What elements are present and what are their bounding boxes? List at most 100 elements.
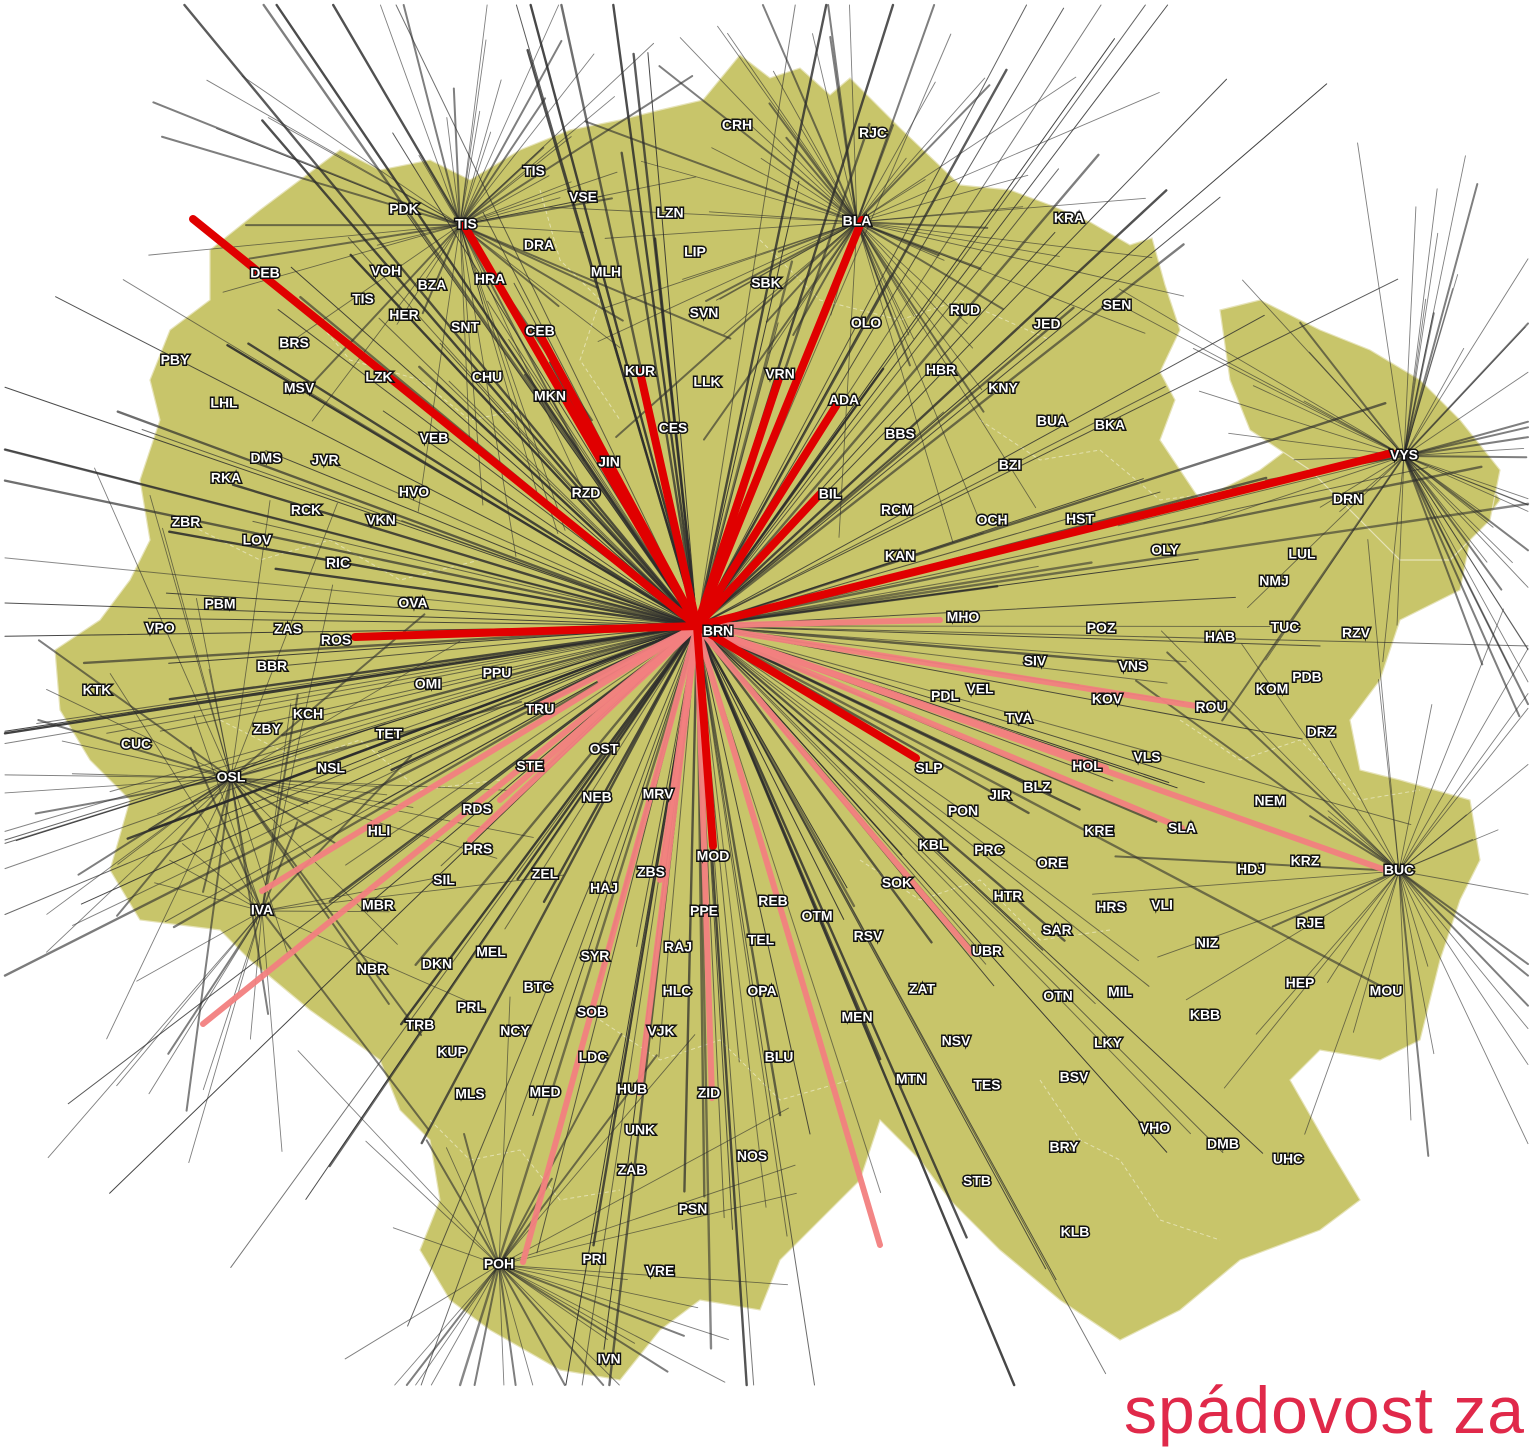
place-label-zby: ZBY (253, 721, 282, 737)
place-label-zab: ZAB (618, 1162, 647, 1178)
place-label-prl: PRL (457, 999, 485, 1015)
place-label-nbr: NBR (357, 961, 387, 977)
place-label-dra: DRA (524, 237, 554, 253)
place-label-sok: SOK (882, 875, 912, 891)
place-label-blu: BLU (765, 1049, 794, 1065)
place-label-syr: SYR (581, 948, 610, 964)
place-label-tis: TIS (455, 216, 477, 232)
place-label-pdl: PDL (931, 688, 959, 704)
place-label-hdj: HDJ (1237, 861, 1265, 877)
place-label-siv: SIV (1024, 653, 1047, 669)
place-label-lov: LOV (243, 532, 272, 548)
place-label-chu: CHU (472, 369, 502, 385)
place-label-bbs: BBS (885, 426, 915, 442)
place-label-hol: HOL (1072, 758, 1102, 774)
place-label-ppe: PPE (690, 903, 718, 919)
place-label-mho: MHO (947, 609, 980, 625)
place-label-raj: RAJ (664, 939, 692, 955)
place-label-slp: SLP (915, 760, 942, 776)
place-label-tis: TIS (352, 291, 374, 307)
place-label-vho: VHO (1140, 1120, 1170, 1136)
place-label-brs: BRS (279, 335, 309, 351)
place-label-vre: VRE (646, 1263, 675, 1279)
place-label-vli: VLI (1151, 897, 1173, 913)
place-label-ktk: KTK (83, 682, 112, 698)
place-label-bla: BLA (843, 213, 872, 229)
place-label-uhc: UHC (1273, 1151, 1303, 1167)
place-label-ces: CES (659, 420, 688, 436)
place-label-prc: PRC (974, 842, 1004, 858)
place-label-lip: LIP (684, 244, 706, 260)
place-label-opa: OPA (747, 983, 776, 999)
place-label-tet: TET (376, 726, 403, 742)
place-label-brn: BRN (703, 623, 733, 639)
place-label-kre: KRE (1084, 823, 1114, 839)
place-label-bry: BRY (1049, 1139, 1079, 1155)
place-label-kbl: KBL (919, 837, 948, 853)
flow-line-secondary (168, 911, 262, 1054)
place-label-kan: KAN (885, 548, 915, 564)
place-label-ivn: IVN (597, 1351, 620, 1367)
place-label-ros: ROS (321, 632, 351, 648)
place-label-hli: HLI (368, 823, 391, 839)
place-label-och: OCH (976, 512, 1007, 528)
place-label-rou: ROU (1195, 699, 1226, 715)
place-label-crh: CRH (722, 117, 752, 133)
place-label-bsv: BSV (1060, 1069, 1089, 1085)
place-label-osl: OSL (217, 769, 246, 785)
map-caption: spádovost za (1124, 1378, 1525, 1442)
place-label-vkn: VKN (366, 512, 396, 528)
place-label-vys: VYS (1390, 447, 1418, 463)
place-label-stb: STB (963, 1173, 991, 1189)
place-label-rcm: RCM (881, 502, 913, 518)
place-label-bua: BUA (1037, 413, 1067, 429)
place-label-buc: BUC (1384, 862, 1414, 878)
place-label-rck: RCK (291, 502, 321, 518)
place-label-mou: MOU (1370, 983, 1403, 999)
place-label-hst: HST (1066, 511, 1094, 527)
place-label-vpo: VPO (145, 620, 175, 636)
place-label-lzk: LZK (365, 369, 392, 385)
place-label-ncy: NCY (500, 1023, 530, 1039)
place-label-rzv: RZV (1342, 625, 1371, 641)
place-label-rsv: RSV (854, 928, 883, 944)
place-label-mtn: MTN (896, 1071, 926, 1087)
place-label-tis: TIS (523, 163, 545, 179)
place-label-ldc: LDC (579, 1049, 608, 1065)
flow-line-secondary (117, 911, 262, 1086)
place-label-kov: KOV (1092, 691, 1123, 707)
place-label-hub: HUB (617, 1081, 647, 1097)
place-label-trb: TRB (406, 1017, 435, 1033)
place-label-psn: PSN (679, 1201, 708, 1217)
place-label-cuc: CUC (121, 736, 151, 752)
place-label-hlc: HLC (663, 983, 692, 999)
place-label-ric: RIC (326, 555, 350, 571)
place-label-voh: VOH (371, 263, 401, 279)
place-label-pbm: PBM (204, 596, 235, 612)
place-label-prs: PRS (464, 841, 493, 857)
place-label-mkn: MKN (534, 388, 566, 404)
place-label-ost: OST (590, 741, 619, 757)
place-label-jvr: JVR (311, 452, 338, 468)
place-label-dmb: DMB (1207, 1136, 1239, 1152)
place-label-blz: BLZ (1023, 779, 1051, 795)
place-label-sen: SEN (1103, 297, 1132, 313)
place-label-sla: SLA (1168, 820, 1196, 836)
place-label-vls: VLS (1133, 749, 1160, 765)
place-label-vns: VNS (1119, 658, 1148, 674)
place-label-rjc: RJC (859, 125, 887, 141)
place-label-lhl: LHL (210, 395, 238, 411)
place-label-lul: LUL (1288, 546, 1316, 562)
place-label-nsl: NSL (317, 760, 345, 776)
place-label-jed: JED (1033, 316, 1060, 332)
place-label-nem: NEM (1254, 793, 1285, 809)
place-label-pon: PON (948, 803, 978, 819)
place-label-nmj: NMJ (1259, 573, 1289, 589)
place-label-bza: BZA (418, 277, 447, 293)
place-label-svn: SVN (690, 305, 719, 321)
place-label-kur: KUR (625, 363, 655, 379)
place-label-dms: DMS (250, 450, 281, 466)
place-label-pri: PRI (582, 1251, 605, 1267)
place-label-kny: KNY (988, 380, 1018, 396)
